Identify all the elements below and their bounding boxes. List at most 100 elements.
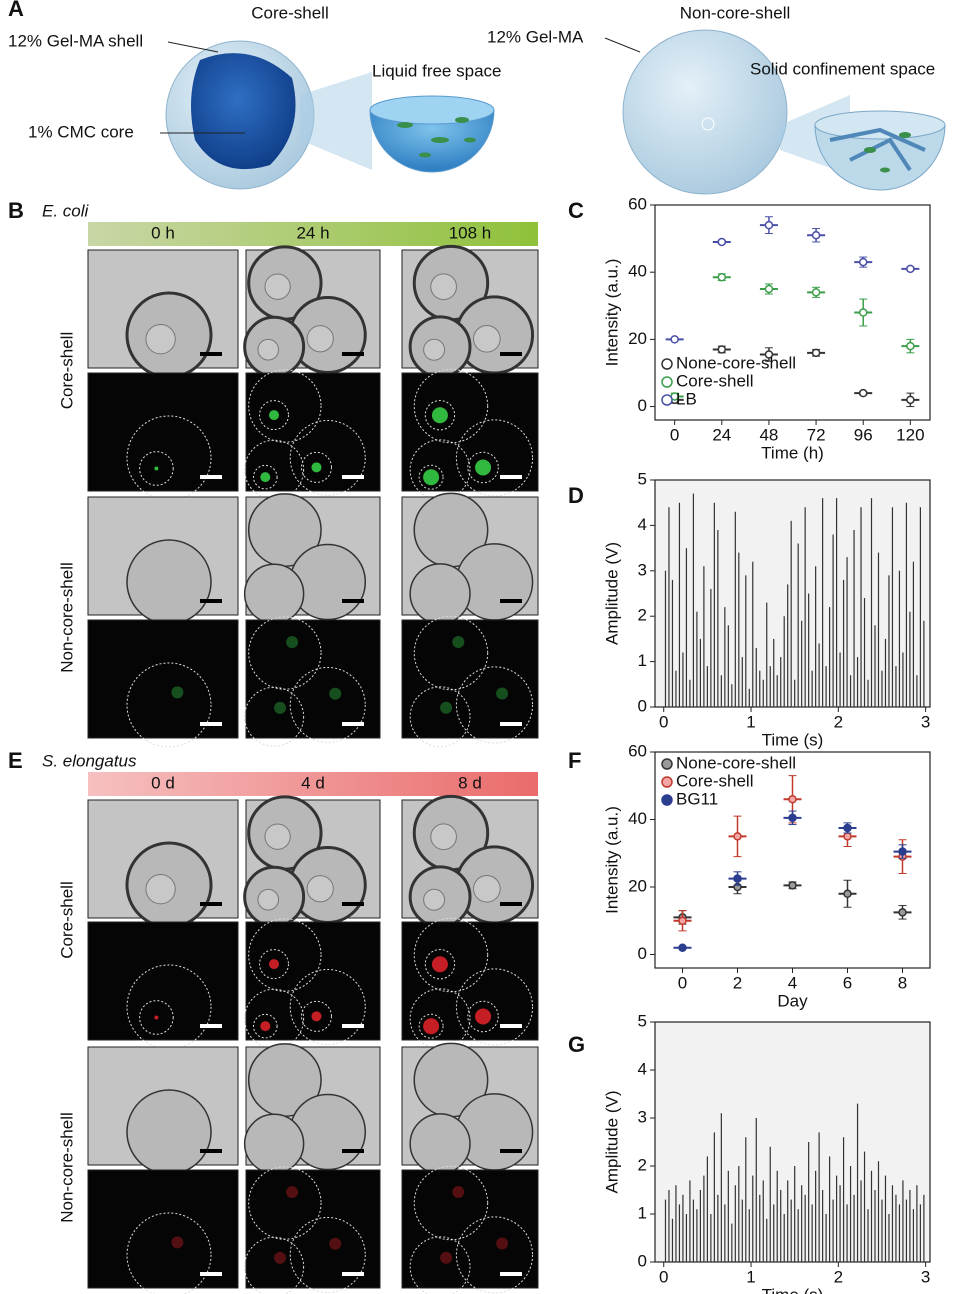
droplet: [409, 1113, 471, 1175]
y-axis-label: Amplitude (V): [602, 542, 621, 645]
core: [145, 873, 176, 905]
x-tick-label: 0: [678, 973, 687, 992]
signal: [171, 686, 184, 699]
y-axis-label: Intensity (a.u.): [602, 806, 621, 914]
signal: [260, 1021, 271, 1032]
point: [788, 881, 797, 890]
point: [678, 943, 687, 952]
signal: [475, 459, 492, 476]
core-outline: [300, 1000, 332, 1032]
droplet-outline: [413, 1165, 489, 1241]
signal: [329, 687, 342, 700]
point: [811, 288, 821, 297]
legend-marker: [661, 758, 673, 770]
x-axis-label: Time (s): [762, 1285, 824, 1294]
panel-label: F: [568, 748, 581, 773]
droplet-outline: [289, 968, 366, 1045]
x-tick-label: 3: [921, 1267, 930, 1286]
micrograph: [87, 921, 239, 1041]
time-label: 24 h: [296, 223, 329, 242]
y-tick-label: 40: [628, 262, 647, 281]
legend-label: Core-shell: [676, 771, 753, 790]
legend-label: Core-shell: [676, 371, 753, 390]
point: [858, 257, 868, 267]
core: [264, 823, 291, 850]
x-tick-label: 8: [898, 973, 907, 992]
scale-bar: [342, 352, 364, 356]
point: [906, 395, 915, 405]
point: [764, 220, 774, 230]
droplet-outline: [289, 419, 366, 496]
droplet-outline: [455, 419, 534, 497]
y-tick-label: 60: [628, 194, 647, 213]
y-tick-label: 5: [638, 469, 647, 488]
y-axis-label: Intensity (a.u.): [602, 259, 621, 367]
signal: [452, 1186, 465, 1199]
core-outline: [300, 451, 332, 483]
plot-frame: [654, 479, 931, 708]
scale-bar: [200, 1272, 222, 1276]
panel-label: E: [8, 748, 23, 773]
signal: [171, 1236, 184, 1249]
scale-bar: [200, 902, 222, 906]
core-outline: [253, 464, 278, 490]
x-axis-label: Time (h): [761, 443, 824, 462]
legend-marker: [661, 394, 673, 406]
x-tick-label: 6: [843, 973, 852, 992]
scale-bar: [342, 475, 364, 479]
droplet-outline: [244, 439, 305, 500]
panel-label: G: [568, 1032, 585, 1057]
signal: [274, 1251, 287, 1264]
droplet-outline: [126, 1212, 212, 1294]
scale-bar: [200, 352, 222, 356]
annotation: 1% CMC core: [28, 122, 134, 141]
x-axis-label: Day: [777, 991, 808, 1010]
y-tick-label: 20: [628, 876, 647, 895]
point: [764, 284, 774, 294]
y-tick-label: 0: [638, 944, 647, 963]
core: [257, 338, 280, 361]
droplet-outline: [289, 1216, 366, 1293]
droplet-outline: [409, 1236, 471, 1294]
legend-marker: [661, 376, 673, 388]
core: [430, 823, 457, 851]
panel-label: A: [8, 0, 24, 21]
point: [717, 237, 727, 247]
y-tick-label: 20: [628, 329, 647, 348]
point: [733, 874, 742, 883]
scale-bar: [200, 722, 222, 726]
droplet-outline: [244, 1236, 305, 1294]
time-label: 0 h: [151, 223, 175, 242]
time-label: 108 h: [449, 223, 492, 242]
point: [788, 813, 797, 823]
point: [843, 832, 852, 841]
point: [811, 348, 821, 358]
scale-bar: [500, 1149, 522, 1153]
organism: E. coli: [42, 201, 90, 220]
x-tick-label: 120: [896, 425, 924, 444]
time-label: 4 d: [301, 773, 325, 792]
scale-bar: [342, 1024, 364, 1028]
x-tick-label: 1: [746, 712, 755, 731]
legend-label: BG11: [676, 789, 718, 808]
core-outline: [139, 451, 174, 486]
signal: [440, 701, 453, 714]
signal: [423, 1018, 440, 1035]
legend-label: None-core-shell: [676, 753, 796, 772]
scale-bar: [500, 1272, 522, 1276]
y-tick-label: 3: [638, 1107, 647, 1126]
y-tick-label: 1: [638, 651, 647, 670]
core-outline: [259, 400, 289, 431]
annotation: Liquid free space: [372, 61, 501, 80]
y-tick-label: 0: [638, 1251, 647, 1270]
x-tick-label: 24: [712, 425, 731, 444]
scale-bar: [200, 1024, 222, 1028]
plot-frame: [654, 1021, 931, 1263]
micrograph: [401, 619, 539, 739]
row-label: Core-shell: [57, 332, 76, 409]
droplet-outline: [455, 1216, 534, 1294]
signal: [260, 472, 271, 483]
droplet-outline: [289, 666, 366, 743]
x-tick-label: 96: [854, 425, 873, 444]
